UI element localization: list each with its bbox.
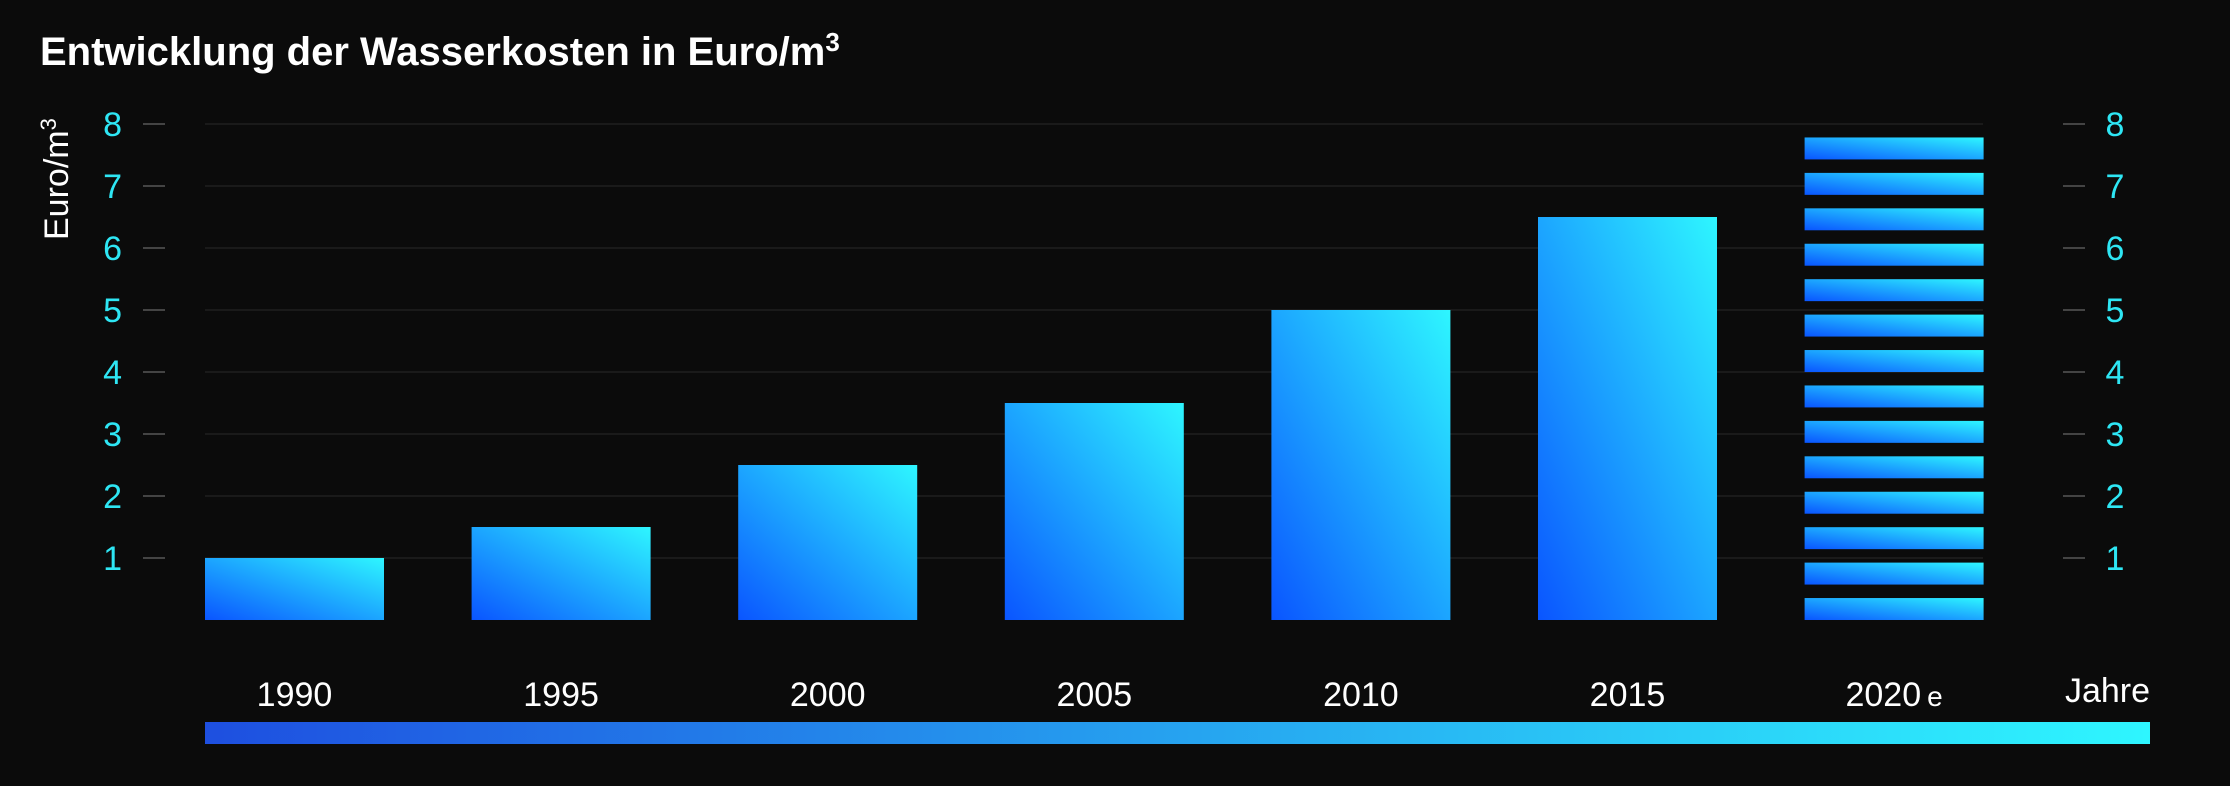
y-tick-label: 7 <box>103 168 122 206</box>
bar <box>1004 403 1184 620</box>
y-tick-label: 8 <box>103 106 122 144</box>
y-tick-label: 4 <box>103 354 122 392</box>
x-axis: 1990 1995 2000 2005 2010 2015 2020 e <box>257 676 1943 714</box>
x-tick-label: 1995 <box>523 676 599 714</box>
bar-stripe <box>1804 420 1984 443</box>
y-tick-label-right: 4 <box>2106 354 2125 392</box>
bar-stripe <box>1804 314 1984 337</box>
y-axis-label: Euro/m3 <box>36 118 76 240</box>
y-tick-label-right: 6 <box>2106 230 2125 268</box>
y-tick-label: 3 <box>103 416 122 454</box>
bar-stripe <box>1804 385 1984 408</box>
y-tick-label-right: 2 <box>2106 478 2125 516</box>
y-tick-label-right: 1 <box>2106 540 2125 578</box>
x-tick-label: 2020 e <box>1845 676 1942 714</box>
bar <box>1271 310 1451 620</box>
x-tick-label: 2015 <box>1590 676 1666 714</box>
y-axis-left: 1 2 3 4 5 6 7 8 <box>103 106 165 578</box>
x-tick-label: 2005 <box>1056 676 1132 714</box>
y-tick-label: 2 <box>103 478 122 516</box>
y-axis-right: 1 2 3 4 5 6 7 8 <box>2063 106 2124 578</box>
bar-stripe <box>1804 562 1984 585</box>
bar-stripe <box>1804 208 1984 231</box>
x-tick-label: 2000 <box>790 676 866 714</box>
y-tick-label: 5 <box>103 292 122 330</box>
bar-stripe <box>1804 243 1984 266</box>
bar <box>205 558 384 620</box>
bar-estimated <box>1804 137 1984 620</box>
bar-stripe <box>1804 137 1984 160</box>
chart-title: Entwicklung der Wasserkosten in Euro/m3 <box>40 27 840 74</box>
bar-stripe <box>1804 456 1984 479</box>
timeline-bar <box>205 722 2150 744</box>
y-tick-label-right: 3 <box>2106 416 2125 454</box>
bar-stripe <box>1804 279 1984 302</box>
bars <box>205 137 1984 620</box>
x-tick-label: 1990 <box>257 676 333 714</box>
y-tick-label: 1 <box>103 540 122 578</box>
bar-stripe <box>1804 527 1984 550</box>
y-tick-label: 6 <box>103 230 122 268</box>
x-axis-label: Jahre <box>2065 672 2150 710</box>
bar-stripe <box>1804 491 1984 514</box>
x-tick-label: 2010 <box>1323 676 1399 714</box>
y-tick-label-right: 8 <box>2106 106 2125 144</box>
bar-stripe <box>1804 598 1984 620</box>
bar <box>1538 217 1717 620</box>
y-tick-label-right: 5 <box>2106 292 2125 330</box>
bar-stripe <box>1804 172 1984 195</box>
bar <box>471 527 651 620</box>
y-tick-label-right: 7 <box>2106 168 2125 206</box>
bar-stripe <box>1804 350 1984 372</box>
bar <box>738 465 918 620</box>
